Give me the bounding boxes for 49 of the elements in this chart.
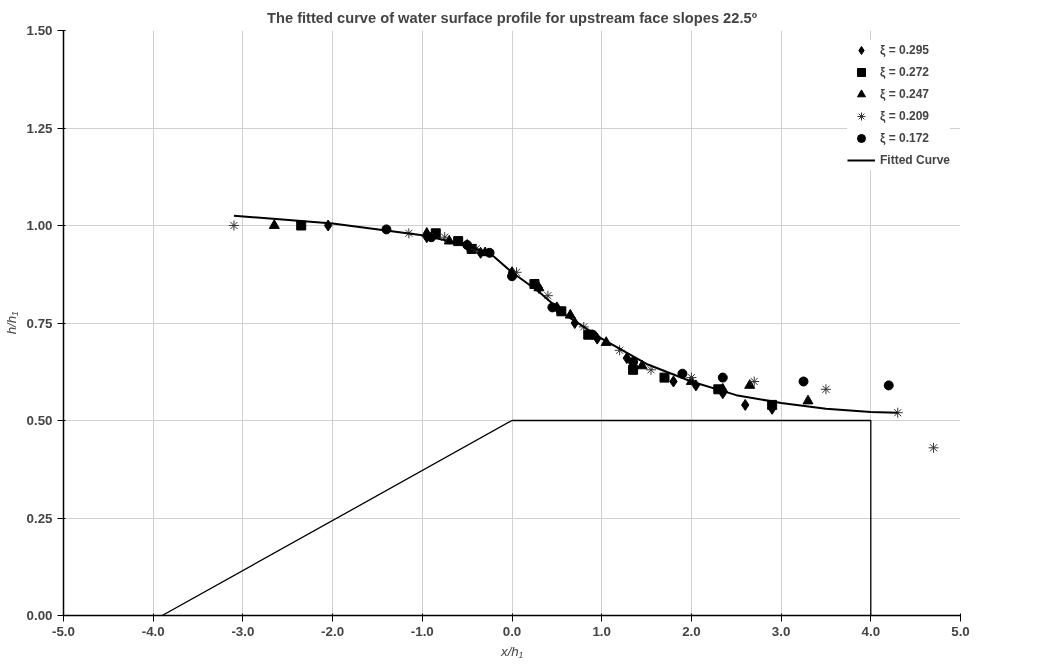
y-axis-title: h/h₁ [3, 311, 19, 335]
x-tick-label: 3.0 [771, 623, 791, 639]
point [542, 290, 554, 302]
y-tick-label: 0.75 [26, 315, 54, 331]
point [228, 220, 240, 231]
y-tick-label: 0.50 [26, 413, 53, 428]
legend-label: ξ = 0.209 [879, 109, 930, 123]
legend-label: ξ = 0.172 [879, 131, 930, 145]
x-tick-label: 4.0 [861, 623, 881, 639]
point [883, 380, 894, 391]
legend-label: ξ = 0.272 [879, 65, 930, 79]
x-tick-label: -1.0 [410, 623, 434, 639]
chart-title: The fitted curve of water surface profile for upstream face slopes 22.5º [267, 9, 758, 26]
x-tick-label: -2.0 [321, 623, 345, 639]
x-tick-label: -3.0 [231, 623, 255, 639]
point [628, 357, 639, 367]
x-axis-title: x/h₁ [500, 643, 523, 659]
point [578, 321, 590, 333]
y-tick-label: 1.25 [26, 120, 54, 136]
point [645, 364, 657, 376]
x-tick-label: 2.0 [682, 623, 701, 639]
point [296, 220, 307, 231]
point [614, 344, 626, 356]
point [717, 372, 728, 383]
x-tick-label: 5.0 [951, 623, 970, 639]
point [439, 231, 451, 243]
point [268, 219, 280, 229]
y-tick-label: 1.50 [26, 23, 53, 38]
y-tick-label: 0.25 [26, 510, 54, 526]
x-tick-label: 0.0 [502, 623, 522, 639]
x-tick-label: 1.0 [592, 623, 611, 639]
legend-label: ξ = 0.295 [879, 43, 930, 57]
line-series [232, 214, 899, 414]
point [403, 227, 415, 239]
point [659, 372, 670, 383]
legend-label: ξ = 0.247 [879, 87, 930, 101]
x-tick-label: -5.0 [52, 623, 75, 639]
point [820, 383, 832, 395]
y-tick-label: 1.00 [26, 218, 53, 233]
legend-label: Fitted Curve [879, 153, 950, 167]
x-tick-label: -4.0 [141, 623, 165, 639]
point [802, 394, 814, 405]
point [798, 376, 809, 387]
point [928, 442, 940, 454]
point [892, 407, 904, 419]
point [470, 243, 482, 255]
point [564, 308, 576, 319]
point [748, 376, 760, 387]
y-tick-label: 0.00 [26, 608, 53, 623]
